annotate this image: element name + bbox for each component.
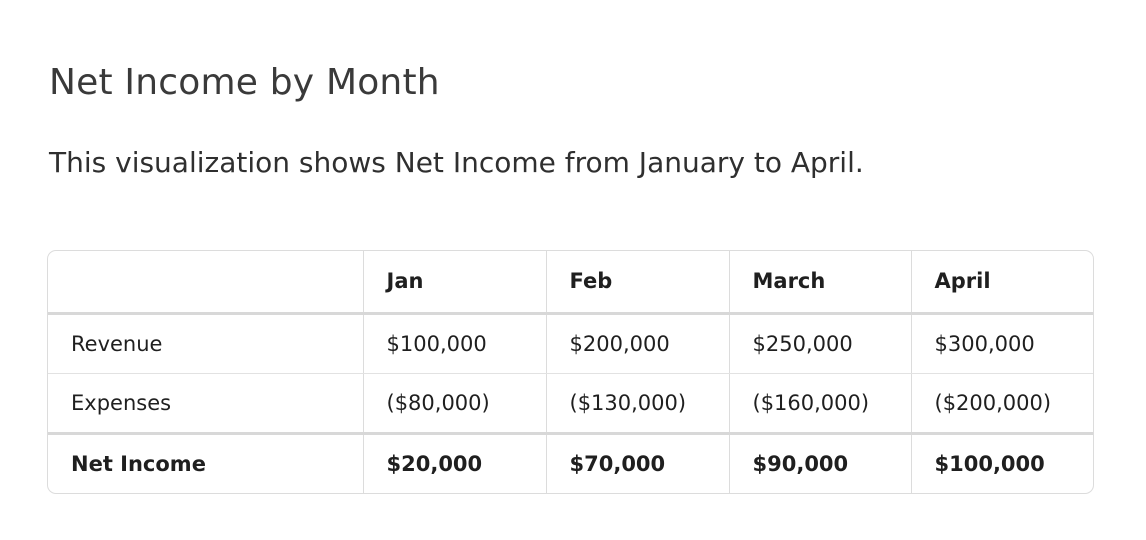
net-income-table: Jan Feb March April Revenue $100,000 $20… — [47, 250, 1094, 494]
table-row-revenue: Revenue $100,000 $200,000 $250,000 $300,… — [48, 313, 1093, 374]
table-cell: ($130,000) — [546, 373, 730, 435]
table-cell: $100,000 — [934, 451, 1045, 476]
page-title: Net Income by Month — [49, 62, 440, 103]
table-cell: $100,000 — [363, 313, 547, 374]
header-cell-march: March — [729, 251, 912, 315]
row-label-expenses: Expenses — [48, 373, 364, 435]
table-cell: $200,000 — [546, 313, 730, 374]
row-label-revenue: Revenue — [48, 313, 364, 374]
table-cell: $90,000 — [729, 433, 912, 493]
table-cell: $20,000 — [363, 433, 547, 493]
table-cell: $70,000 — [546, 433, 730, 493]
header-cell-april: April — [911, 251, 1093, 315]
header-cell-jan: Jan — [363, 251, 547, 315]
header-cell-feb: Feb — [546, 251, 730, 315]
table-cell: ($200,000) — [911, 373, 1093, 435]
table-cell: $250,000 — [729, 313, 912, 374]
table-row-expenses: Expenses ($80,000) ($130,000) ($160,000)… — [48, 373, 1093, 435]
table-header-row: Jan Feb March April — [48, 251, 1093, 315]
row-label-net-income: Net Income — [48, 433, 364, 493]
table-row-net-income: Net Income $20,000 $70,000 $90,000 $100,… — [48, 433, 1093, 493]
page-description: This visualization shows Net Income from… — [49, 146, 864, 179]
table-cell: ($80,000) — [363, 373, 547, 435]
table-cell: $300,000 — [911, 313, 1093, 374]
table-cell: ($160,000) — [729, 373, 912, 435]
header-cell-row-label — [48, 251, 364, 315]
